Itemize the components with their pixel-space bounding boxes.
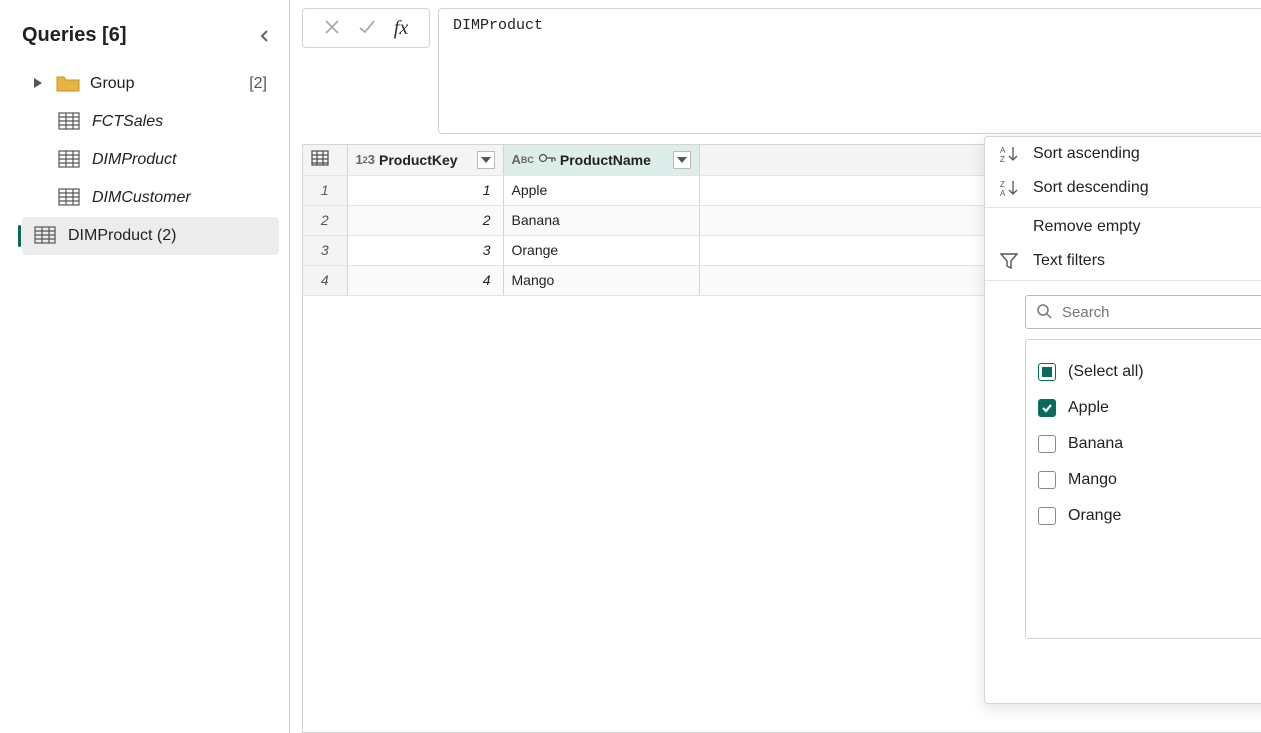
query-item-label: DIMCustomer <box>92 189 273 207</box>
formula-bar: fx DIMProduct <box>302 8 1261 134</box>
sort-ascending-label: Sort ascending <box>1033 145 1140 163</box>
svg-text:A: A <box>1000 146 1006 155</box>
row-number-cell: 1 <box>303 175 347 205</box>
cell-productname[interactable]: Apple <box>503 175 699 205</box>
fx-icon[interactable]: fx <box>394 17 408 40</box>
accept-formula-icon[interactable] <box>358 18 376 39</box>
column-header-label: ProductKey <box>379 152 473 168</box>
main-area: fx DIMProduct <box>290 0 1261 733</box>
queries-list: Group[2] FCTSales DIMProduct DIMCustomer DIM… <box>0 55 289 255</box>
cell-productname[interactable]: Mango <box>503 265 699 295</box>
query-item[interactable]: DIMProduct (2) <box>22 217 279 255</box>
column-header[interactable]: ABC ProductName <box>503 145 699 175</box>
formula-input[interactable]: DIMProduct <box>438 8 1261 134</box>
formula-bar-buttons: fx <box>302 8 430 48</box>
row-number-cell: 4 <box>303 265 347 295</box>
column-filter-dropdown-icon[interactable] <box>673 151 691 169</box>
menu-separator <box>985 280 1261 281</box>
query-item[interactable]: DIMCustomer <box>0 179 289 217</box>
filter-value-label: Banana <box>1068 435 1123 453</box>
folder-icon <box>56 74 80 94</box>
queries-header: Queries [6] <box>0 24 289 55</box>
filter-values-container: Apple Banana Mango Orange <box>1038 390 1261 534</box>
column-filter-dropdown-icon[interactable] <box>477 151 495 169</box>
column-header[interactable]: 123 ProductKey <box>347 145 503 175</box>
menu-separator <box>985 207 1261 208</box>
sort-descending-item[interactable]: Z A Sort descending <box>985 171 1261 205</box>
filter-value-row[interactable]: Banana <box>1038 426 1261 462</box>
sort-descending-label: Sort descending <box>1033 179 1149 197</box>
query-item[interactable]: DIMProduct <box>0 141 289 179</box>
filter-icon <box>999 252 1019 270</box>
filter-value-checkbox[interactable] <box>1038 471 1056 489</box>
select-all-label: (Select all) <box>1068 363 1144 381</box>
grid-corner-cell[interactable] <box>303 145 347 175</box>
number-type-icon: 123 <box>356 152 375 167</box>
query-group-item[interactable]: Group[2] <box>0 65 289 103</box>
row-number-cell: 3 <box>303 235 347 265</box>
text-filters-item[interactable]: Text filters <box>985 244 1261 278</box>
filter-values-list: (Select all) Apple Banana Mango Orange <box>1025 339 1261 639</box>
remove-empty-item[interactable]: Remove empty <box>985 210 1261 244</box>
sort-asc-icon: A Z <box>999 145 1019 163</box>
filter-value-row[interactable]: Mango <box>1038 462 1261 498</box>
queries-pane: Queries [6] Group[2] FCTSales DIMProduct DI… <box>0 0 290 733</box>
queries-title: Queries [6] <box>22 24 126 47</box>
app-root: Queries [6] Group[2] FCTSales DIMProduct DI… <box>0 0 1261 733</box>
filter-value-label: Orange <box>1068 507 1121 525</box>
select-all-checkbox[interactable] <box>1038 363 1056 381</box>
filter-value-checkbox[interactable] <box>1038 399 1056 417</box>
query-item-label: FCTSales <box>92 113 273 131</box>
filter-value-label: Mango <box>1068 471 1117 489</box>
column-header-label: ProductName <box>560 152 669 168</box>
svg-text:Z: Z <box>1000 155 1005 163</box>
cell-productname[interactable]: Orange <box>503 235 699 265</box>
cancel-formula-icon[interactable] <box>324 19 340 38</box>
table-icon <box>311 150 329 166</box>
cell-productname[interactable]: Banana <box>503 205 699 235</box>
cell-productkey[interactable]: 4 <box>347 265 503 295</box>
group-count: [2] <box>249 75 273 93</box>
cell-productkey[interactable]: 1 <box>347 175 503 205</box>
key-icon <box>538 151 556 168</box>
filter-search-input[interactable] <box>1060 303 1261 322</box>
filter-value-row[interactable]: Apple <box>1038 390 1261 426</box>
table-icon <box>34 226 58 246</box>
cell-productkey[interactable]: 2 <box>347 205 503 235</box>
select-all-row[interactable]: (Select all) <box>1038 354 1261 390</box>
svg-text:A: A <box>1000 189 1006 197</box>
sort-ascending-item[interactable]: A Z Sort ascending <box>985 137 1261 171</box>
remove-empty-label: Remove empty <box>1033 218 1141 236</box>
table-icon <box>58 112 82 132</box>
filter-panel-buttons: OK Cancel <box>985 639 1261 689</box>
table-icon <box>58 188 82 208</box>
query-item-label: DIMProduct (2) <box>68 227 263 245</box>
filter-search-box[interactable] <box>1025 295 1261 329</box>
table-icon <box>58 150 82 170</box>
row-number-cell: 2 <box>303 205 347 235</box>
filter-value-row[interactable]: Orange <box>1038 498 1261 534</box>
cell-productkey[interactable]: 3 <box>347 235 503 265</box>
svg-text:Z: Z <box>1000 180 1005 189</box>
collapse-pane-icon[interactable] <box>257 28 273 44</box>
text-filters-label: Text filters <box>1033 252 1105 270</box>
query-item[interactable]: FCTSales <box>0 103 289 141</box>
text-type-icon: ABC <box>512 152 534 167</box>
query-item-label: Group <box>90 75 249 93</box>
column-filter-panel: A Z Sort ascending Z A Sort descending <box>984 136 1261 704</box>
filter-value-checkbox[interactable] <box>1038 507 1056 525</box>
sort-desc-icon: Z A <box>999 179 1019 197</box>
filter-value-checkbox[interactable] <box>1038 435 1056 453</box>
query-item-label: DIMProduct <box>92 151 273 169</box>
search-icon <box>1036 303 1052 322</box>
expand-toggle-icon[interactable] <box>34 75 44 93</box>
filter-value-label: Apple <box>1068 399 1109 417</box>
